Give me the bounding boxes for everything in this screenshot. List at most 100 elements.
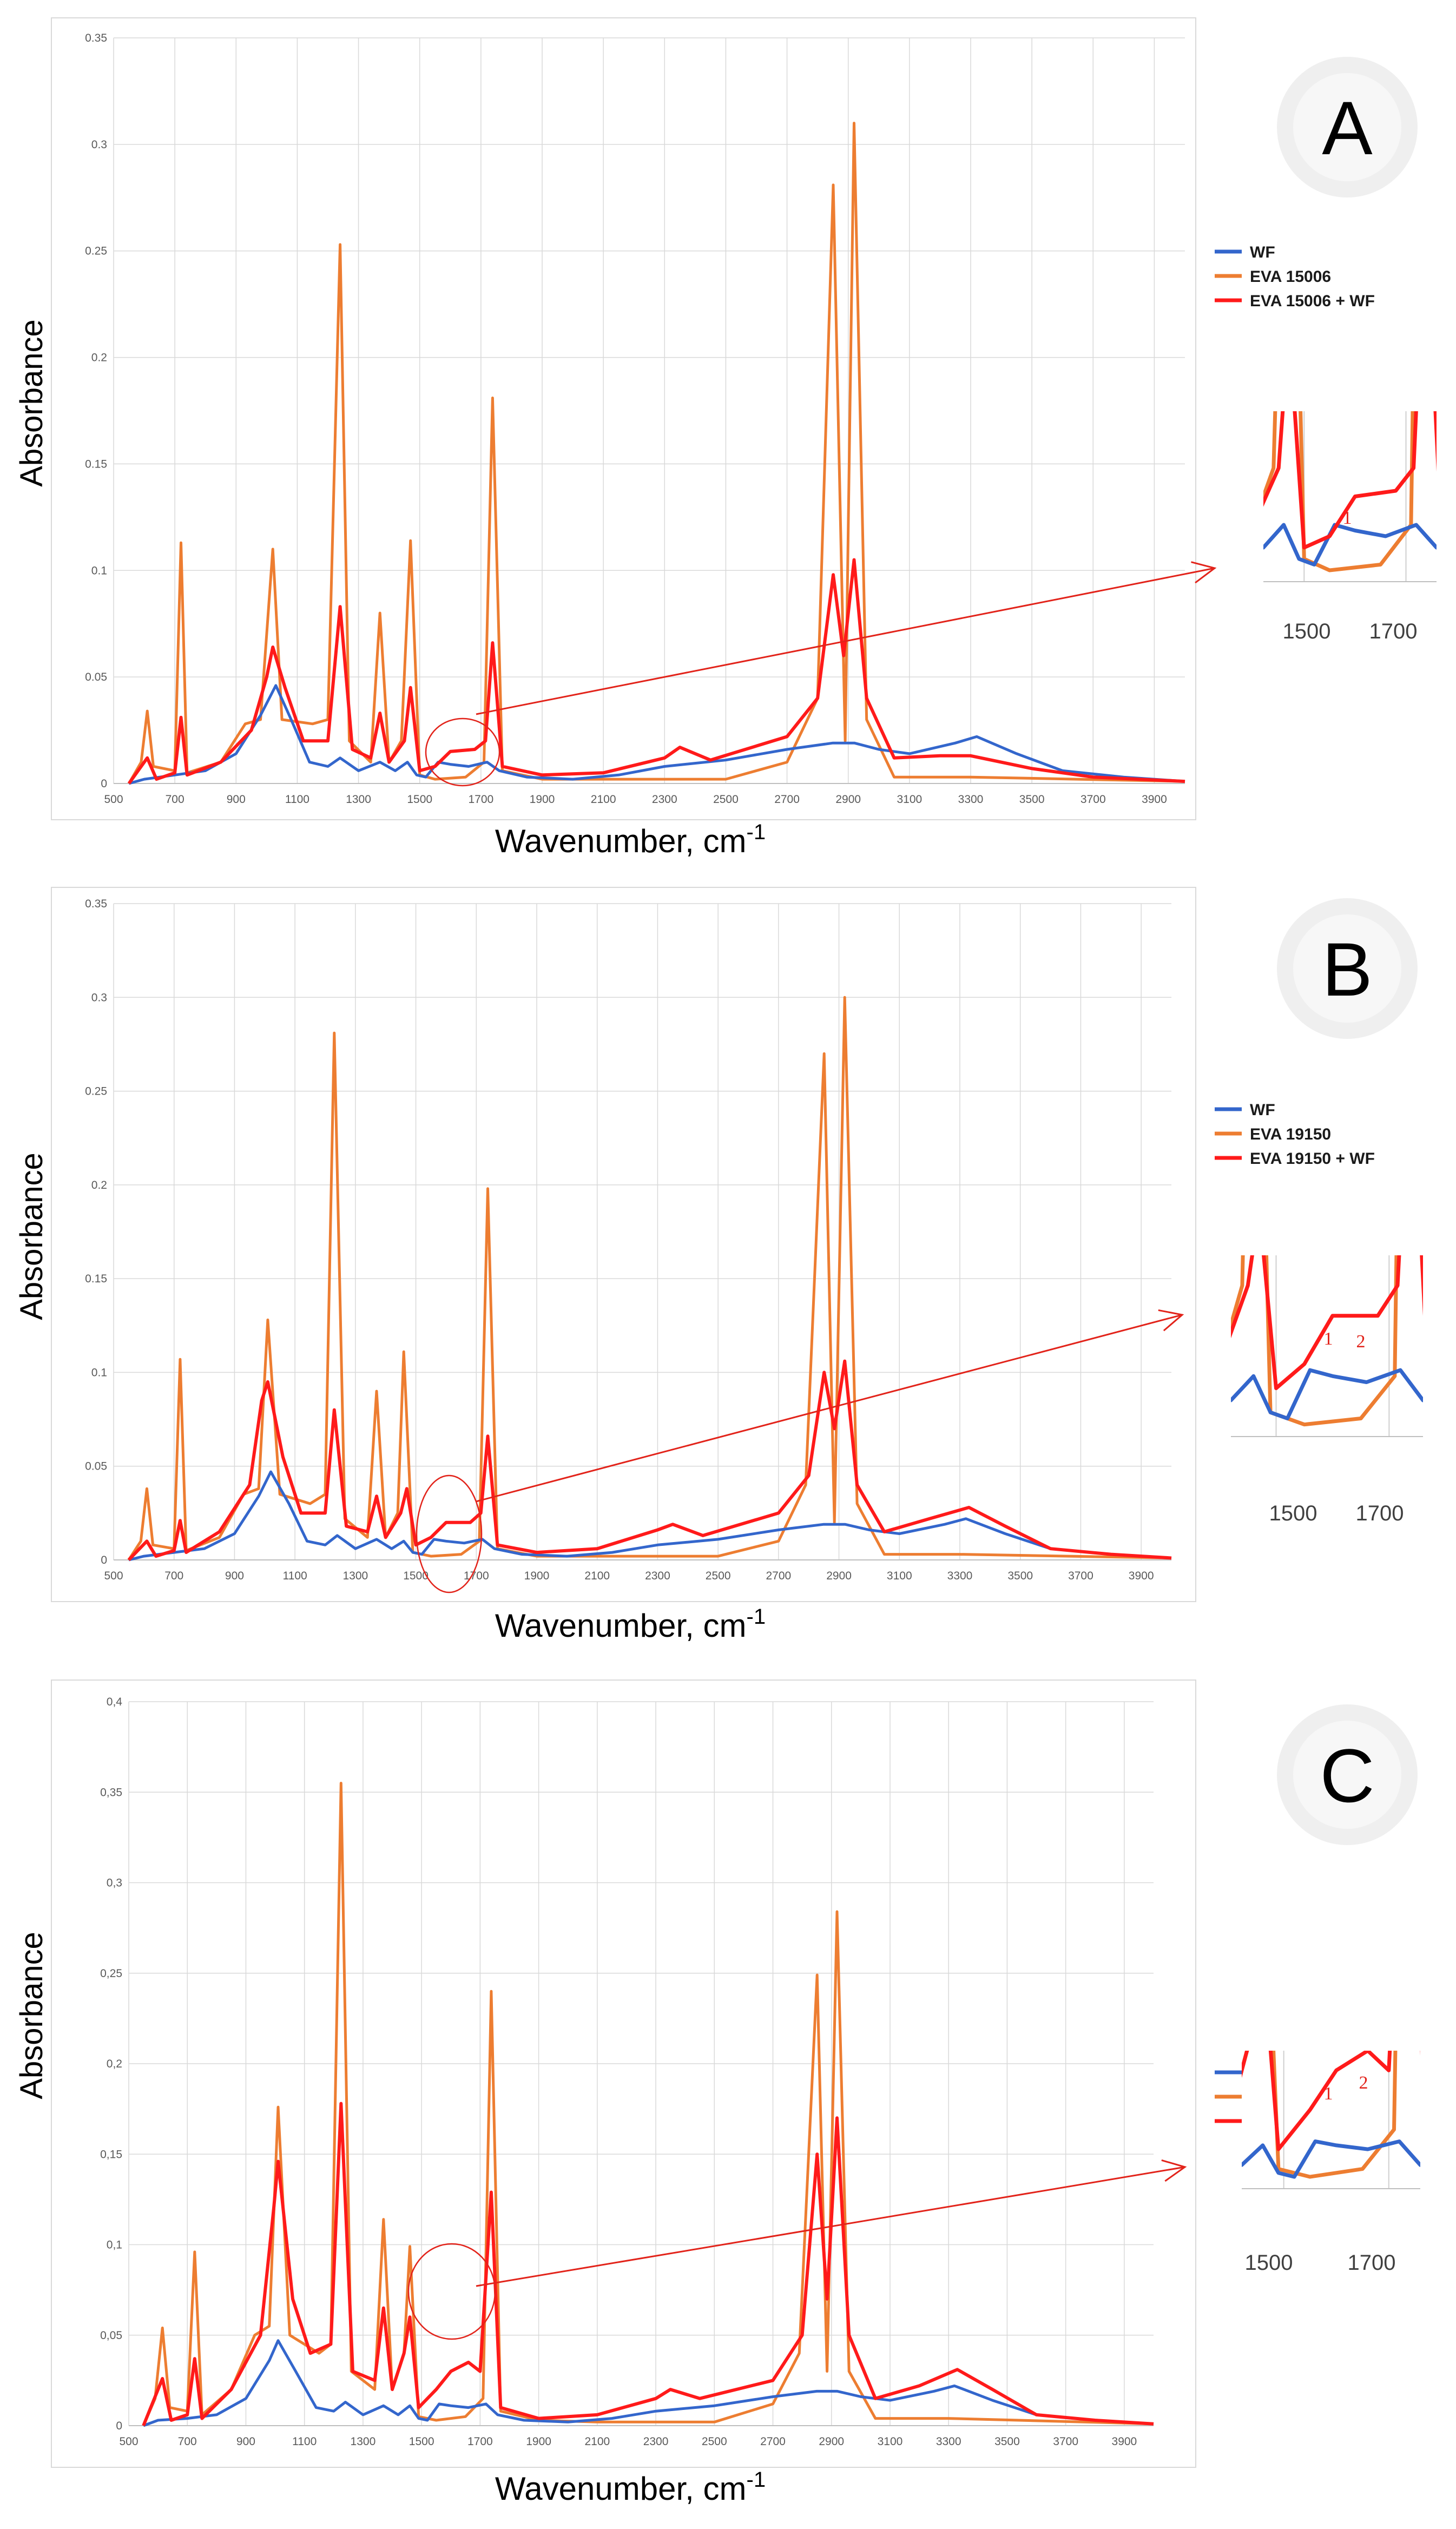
series-line-wf <box>128 1470 1172 1562</box>
x-tick-label: 2300 <box>645 1570 670 1582</box>
series-line-eva-28005 <box>142 1782 1154 2426</box>
y-tick-label: 0.15 <box>85 458 107 470</box>
y-tick-label: 0.2 <box>91 352 107 364</box>
inset-tick-label: 1500 <box>1283 620 1331 643</box>
x-tick-label: 1300 <box>342 1570 368 1582</box>
x-tick-label: 900 <box>236 2435 255 2448</box>
y-tick-label: 0.05 <box>85 671 107 683</box>
x-tick-label: 3100 <box>897 793 922 806</box>
y-tick-label: 0.3 <box>91 991 107 1004</box>
inset-series-line <box>1263 411 1415 572</box>
x-tick-label: 3900 <box>1142 793 1167 806</box>
inset-series-line <box>1231 1368 1423 1420</box>
inset-tick-label: 1500 <box>1269 1501 1317 1525</box>
x-tick-label: 2100 <box>584 2435 610 2448</box>
chart-panel-a: 0 0.05 0.1 0.15 0.2 0.25 0.3 0.35 500 700 900 1100 1… <box>14 17 1437 859</box>
series-line-eva-19150-wf <box>127 1359 1172 1562</box>
chart-frame <box>51 1680 1196 2468</box>
zoom-arrow <box>476 1314 1183 1503</box>
x-tick-label: 500 <box>104 1570 123 1582</box>
x-axis-title-superscript: -1 <box>747 2468 766 2492</box>
inset-peak-marker: 1 <box>1324 2084 1333 2104</box>
x-tick-label: 2900 <box>826 1570 852 1582</box>
x-tick-label: 3500 <box>1007 1570 1033 1582</box>
inset-peak-marker: 1 <box>1343 508 1352 528</box>
highlight-circle <box>416 1474 483 1593</box>
chart-frame <box>51 887 1196 1602</box>
x-tick-label: 3300 <box>947 1570 973 1582</box>
inset-tick-label: 1500 <box>1245 2251 1293 2275</box>
y-tick-label: 0.35 <box>85 32 107 44</box>
x-tick-label: 3700 <box>1081 793 1106 806</box>
y-tick-label: 0 <box>116 2420 122 2432</box>
inset-series-line <box>1242 2051 1420 2151</box>
panel-badge-inner <box>1293 1721 1401 1829</box>
x-tick-label: 3900 <box>1112 2435 1137 2448</box>
x-tick-label: 1100 <box>292 2435 317 2448</box>
chart-panel-b: 0 0.05 0.1 0.15 0.2 0.25 0.3 0.35 500 700 900 1100 1… <box>14 887 1423 1644</box>
x-tick-label: 2100 <box>584 1570 610 1582</box>
x-tick-label: 3900 <box>1129 1570 1154 1582</box>
x-tick-label: 3100 <box>878 2435 903 2448</box>
x-tick-label: 2500 <box>713 793 739 806</box>
x-tick-label: 3300 <box>936 2435 961 2448</box>
y-axis-title: Absorbance <box>14 319 49 487</box>
x-tick-label: 900 <box>227 793 246 806</box>
legend-entry: WF <box>1250 1101 1275 1119</box>
x-tick-label: 1500 <box>409 2435 434 2448</box>
zoom-arrow-head <box>1191 561 1217 584</box>
x-tick-label: 3700 <box>1068 1570 1093 1582</box>
inset-series-line <box>1231 1255 1399 1427</box>
y-tick-label: 0,05 <box>100 2329 122 2342</box>
x-axis-title-superscript: -1 <box>747 1605 766 1629</box>
y-tick-label: 0.3 <box>91 139 107 151</box>
x-tick-label: 500 <box>104 793 123 806</box>
x-tick-label: 1100 <box>285 793 309 806</box>
x-tick-label: 1300 <box>351 2435 376 2448</box>
inset-series-line <box>1242 2139 1420 2179</box>
panel-badge-label: A <box>1322 85 1373 170</box>
y-axis-title: Absorbance <box>14 1932 49 2099</box>
y-tick-label: 0.05 <box>85 1460 107 1473</box>
inset-series-line <box>1263 523 1437 567</box>
inset-series-line <box>1231 1255 1423 1391</box>
series-line-eva-15006 <box>128 122 1185 785</box>
inset-tick-label: 1700 <box>1356 1501 1404 1525</box>
x-tick-label: 700 <box>166 793 185 806</box>
y-tick-label: 0,25 <box>100 1967 122 1980</box>
x-tick-label: 1700 <box>464 1570 489 1582</box>
y-tick-label: 0,35 <box>100 1786 122 1799</box>
y-tick-label: 0,2 <box>107 2058 122 2070</box>
x-tick-label: 2500 <box>706 1570 731 1582</box>
highlight-circle <box>407 2243 496 2340</box>
inset-tick-label: 1700 <box>1369 620 1418 643</box>
x-axis-title-superscript: -1 <box>747 820 766 844</box>
x-axis-title: Wavenumber, cm-1 <box>495 820 766 859</box>
series-line-eva-28005-wf <box>142 2102 1154 2427</box>
x-tick-label: 2100 <box>591 793 616 806</box>
inset-tick-label: 1700 <box>1348 2251 1396 2275</box>
x-tick-label: 3100 <box>887 1570 912 1582</box>
x-tick-label: 2700 <box>766 1570 791 1582</box>
y-tick-label: 0,1 <box>107 2239 122 2251</box>
legend-entry: EVA 15006 <box>1250 268 1331 286</box>
y-tick-label: 0.25 <box>85 245 107 258</box>
zoom-arrow-head <box>1158 1309 1184 1332</box>
zoom-arrow-head <box>1161 2159 1187 2182</box>
y-tick-label: 0.2 <box>91 1179 107 1191</box>
x-axis-title: Wavenumber, cm-1 <box>495 2468 766 2507</box>
x-tick-label: 1500 <box>407 793 432 806</box>
y-axis-title: Absorbance <box>14 1152 49 1320</box>
legend-entry: EVA 19150 + WF <box>1250 1150 1375 1168</box>
panel-badge-inner <box>1293 73 1401 181</box>
panel-badge-label: C <box>1320 1733 1374 1818</box>
x-tick-label: 2700 <box>774 793 800 806</box>
x-tick-label: 1700 <box>467 2435 493 2448</box>
y-tick-label: 0,4 <box>107 1696 123 1708</box>
x-tick-label: 2300 <box>652 793 677 806</box>
zoom-arrow <box>476 2166 1185 2287</box>
legend-entry: EVA 15006 + WF <box>1250 292 1375 310</box>
inset-background <box>1231 1255 1423 1437</box>
x-tick-label: 3700 <box>1053 2435 1078 2448</box>
inset-peak-marker: 2 <box>1359 2073 1368 2093</box>
